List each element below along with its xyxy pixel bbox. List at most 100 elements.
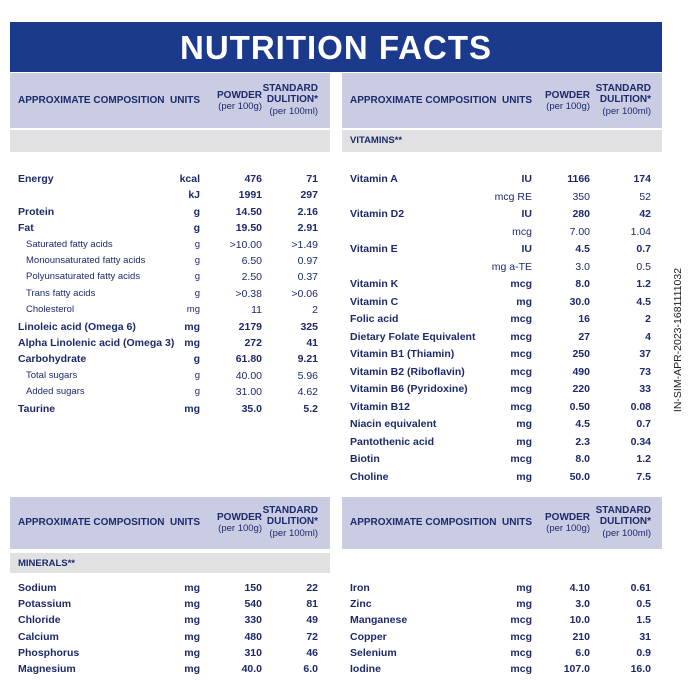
row-powder: 1991 (238, 189, 262, 202)
row-name: Sodium (18, 582, 57, 594)
row-dilution: 1.5 (636, 614, 651, 627)
row-units: mcg (510, 383, 532, 395)
row-dilution: 46 (306, 646, 318, 659)
row-dilution: 42 (639, 208, 651, 220)
row-name: Copper (350, 630, 387, 643)
row-units: mcg (510, 313, 532, 325)
row-powder: 480 (244, 630, 262, 643)
row-name: Trans fatty acids (26, 287, 96, 299)
row-units: mg (184, 663, 200, 675)
row-units: mg (184, 614, 200, 627)
row-powder: 19.50 (235, 222, 262, 235)
row-powder: 30.0 (569, 295, 590, 308)
row-name: Pantothenic acid (350, 435, 435, 448)
row-name: Taurine (18, 402, 56, 415)
section-band (10, 130, 330, 152)
row-name: Energy (18, 173, 54, 185)
header-band (342, 73, 662, 128)
row-powder: 35.0 (241, 402, 262, 415)
row-dilution: 52 (639, 190, 651, 203)
row-units: mcg (510, 400, 532, 413)
row-dilution: 2 (645, 313, 651, 325)
row-units: mg (184, 646, 200, 659)
row-units: mcg (510, 663, 532, 675)
row-powder: 40.0 (241, 663, 262, 675)
row-dilution: 41 (306, 337, 318, 349)
row-dilution: 0.34 (630, 435, 651, 448)
row-powder: 280 (572, 208, 590, 220)
row-dilution: 4 (645, 330, 651, 343)
row-dilution: 297 (300, 189, 318, 202)
header-band (10, 497, 330, 549)
row-powder: 8.0 (575, 278, 590, 290)
row-dilution: 0.9 (636, 646, 651, 659)
row-units: mg (186, 304, 200, 316)
row-powder: 490 (572, 365, 590, 378)
row-name: Alpha Linolenic acid (Omega 3) (18, 337, 175, 349)
row-units: mg a-TE (491, 260, 532, 273)
row-powder: 50.0 (569, 470, 590, 483)
row-units: mcg (510, 278, 532, 290)
row-units: g (193, 353, 200, 366)
row-powder: 16 (578, 313, 590, 325)
row-name: Cholesterol (26, 304, 75, 316)
row-powder: 3.0 (575, 598, 590, 611)
row-dilution: 1.04 (630, 225, 651, 238)
row-dilution: 5.2 (303, 402, 318, 415)
row-dilution: 0.37 (297, 271, 318, 284)
header-band (342, 497, 662, 549)
col-composition: APPROXIMATE COMPOSITION (18, 517, 165, 528)
col-powder: POWDER (545, 512, 590, 523)
row-units: mcg (510, 348, 532, 360)
row-powder: 4.10 (569, 582, 590, 594)
col-composition: APPROXIMATE COMPOSITION (350, 94, 497, 106)
col-dilution: STANDARD DULITION* (595, 82, 651, 105)
section-label: VITAMINS** (350, 135, 403, 146)
row-units: mcg (510, 453, 532, 465)
row-name: Vitamin E (350, 243, 398, 255)
row-powder: 4.5 (575, 418, 590, 430)
row-units: mcg (510, 630, 532, 643)
row-powder: 4.5 (575, 243, 590, 255)
row-dilution: 72 (306, 630, 318, 643)
section-band (10, 553, 330, 573)
col-dilution: STANDARD DULITION* (595, 505, 651, 527)
row-units: g (194, 369, 200, 381)
row-units: kcal (179, 173, 200, 185)
row-units: mcg RE (494, 190, 532, 203)
row-powder: 8.0 (575, 453, 590, 465)
row-name: Linoleic acid (Omega 6) (18, 320, 136, 333)
row-units: kJ (188, 189, 200, 202)
row-powder: 6.0 (575, 646, 590, 659)
row-name: Niacin equivalent (350, 418, 437, 430)
row-dilution: 9.21 (297, 353, 318, 366)
row-powder: 272 (244, 337, 262, 349)
row-name: Vitamin D2 (350, 208, 405, 220)
row-dilution: 2 (312, 304, 318, 317)
row-name: Fat (18, 222, 34, 235)
row-powder: 3.0 (575, 260, 590, 273)
col-units: UNITS (502, 94, 532, 106)
row-powder: 1166 (567, 173, 590, 185)
row-name: Potassium (18, 598, 72, 611)
col-dilution-note: (per 100ml) (269, 105, 318, 117)
row-units: mg (184, 630, 200, 643)
row-powder: 350 (572, 190, 590, 203)
row-name: Biotin (350, 453, 380, 465)
row-units: mg (516, 435, 532, 448)
row-units: g (194, 238, 200, 250)
col-units: UNITS (170, 517, 200, 528)
row-name: Iodine (350, 663, 381, 675)
row-units: mcg (510, 330, 532, 343)
col-dilution: STANDARD DULITION* (262, 82, 318, 105)
row-powder: 27 (578, 330, 590, 343)
row-name: Vitamin B6 (Pyridoxine) (350, 383, 468, 395)
row-units: mg (184, 402, 200, 415)
row-dilution: 1.2 (636, 278, 651, 290)
row-units: mg (516, 598, 532, 611)
row-dilution: 0.7 (636, 418, 651, 430)
col-powder-note: (per 100g) (218, 523, 262, 534)
row-name: Vitamin K (350, 278, 399, 290)
row-powder: 150 (244, 582, 262, 594)
